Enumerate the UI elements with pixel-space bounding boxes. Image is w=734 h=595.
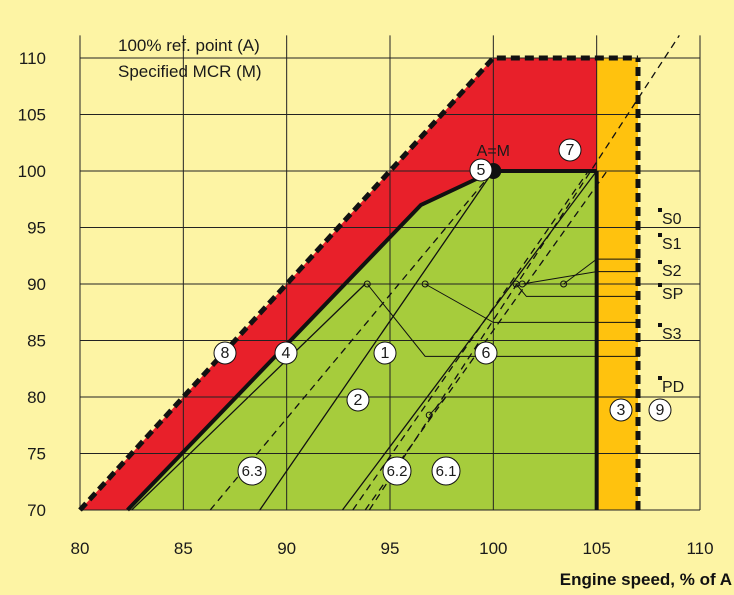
line-2 [209,170,494,511]
right-label-pd: PD [662,379,684,396]
right-label-tick-s3 [658,323,662,327]
y-tick-label-105: 105 [18,106,46,125]
y-tick-label-70: 70 [27,501,46,520]
circle-label-6-3-badge [237,456,267,486]
circle-label-6: 6 [482,345,491,362]
x-tick-label-80: 80 [71,539,90,558]
circle-label-6-2-badge [382,456,412,486]
circle-label-2: 2 [354,392,363,409]
right-label-tick-s2 [658,260,662,264]
line-4 [126,169,597,512]
x-tick-label-105: 105 [582,539,610,558]
line-6-2 [352,170,589,511]
x-tick-label-100: 100 [479,539,507,558]
right-label-sp: SP [662,286,683,303]
connector-s3 [366,283,641,357]
x-tick-label-110: 110 [686,539,713,558]
right-label-tick-s0 [658,208,662,212]
right-label-tick-s1 [658,233,662,237]
circle-label-1-badge [373,341,397,365]
circle-label-7-badge [558,138,582,162]
y-tick-label-95: 95 [27,219,46,238]
circle-label-2-badge [346,388,370,412]
circle-label-6-badge [474,341,498,365]
line-6-3 [131,283,366,511]
circle-label-4-badge [274,341,298,365]
point-s2 [512,280,520,288]
y-tick-label-110: 110 [19,49,46,68]
circle-label-6-1: 6.1 [436,463,457,480]
circle-label-3: 3 [617,402,626,419]
connector-pd [428,396,641,416]
right-label-tick-sp [658,283,662,287]
connector-sp [424,283,641,323]
circle-label-1: 1 [381,345,390,362]
right-label-tick-pd [658,376,662,380]
point-s3 [363,280,371,288]
legend-line-2: Specified MCR (M) [118,62,262,81]
point-pd [425,411,433,419]
circle-label-7: 7 [566,142,575,159]
point-a-m-label: A=M [477,143,510,160]
x-tick-label-90: 90 [277,539,296,558]
y-tick-label-90: 90 [27,275,46,294]
circle-label-8: 8 [221,345,230,362]
line-1 [259,170,494,511]
connector-s2 [515,283,641,297]
circle-label-9: 9 [656,402,665,419]
circle-label-6-2: 6.2 [387,463,408,480]
x-axis-title: Engine speed, % of A [559,570,732,589]
circle-label-4: 4 [282,345,291,362]
right-label-s1: S1 [662,236,682,253]
line-6-1 [364,170,608,511]
connector-s1 [522,271,641,285]
line-reference-diagonal [368,35,680,511]
x-tick-label-85: 85 [174,539,193,558]
y-tick-label-100: 100 [18,162,46,181]
legend-line-1: 100% ref. point (A) [118,36,260,55]
circle-label-6-3: 6.3 [242,463,263,480]
y-tick-label-85: 85 [27,332,46,351]
point-s0 [560,280,568,288]
circle-label-5-badge [469,158,493,182]
circle-label-8-badge [213,341,237,365]
x-tick-label-95: 95 [381,539,400,558]
circle-label-3-badge [609,398,633,422]
point-sp [421,280,429,288]
right-label-s3: S3 [662,326,682,343]
circle-label-5: 5 [477,162,486,179]
right-label-s0: S0 [662,211,682,228]
circle-label-9-badge [648,398,672,422]
circle-label-6-1-badge [431,456,461,486]
y-tick-label-75: 75 [27,445,46,464]
right-label-s2: S2 [662,263,682,280]
y-tick-label-80: 80 [27,388,46,407]
legend: 100% ref. point (A) Specified MCR (M) [118,33,262,85]
